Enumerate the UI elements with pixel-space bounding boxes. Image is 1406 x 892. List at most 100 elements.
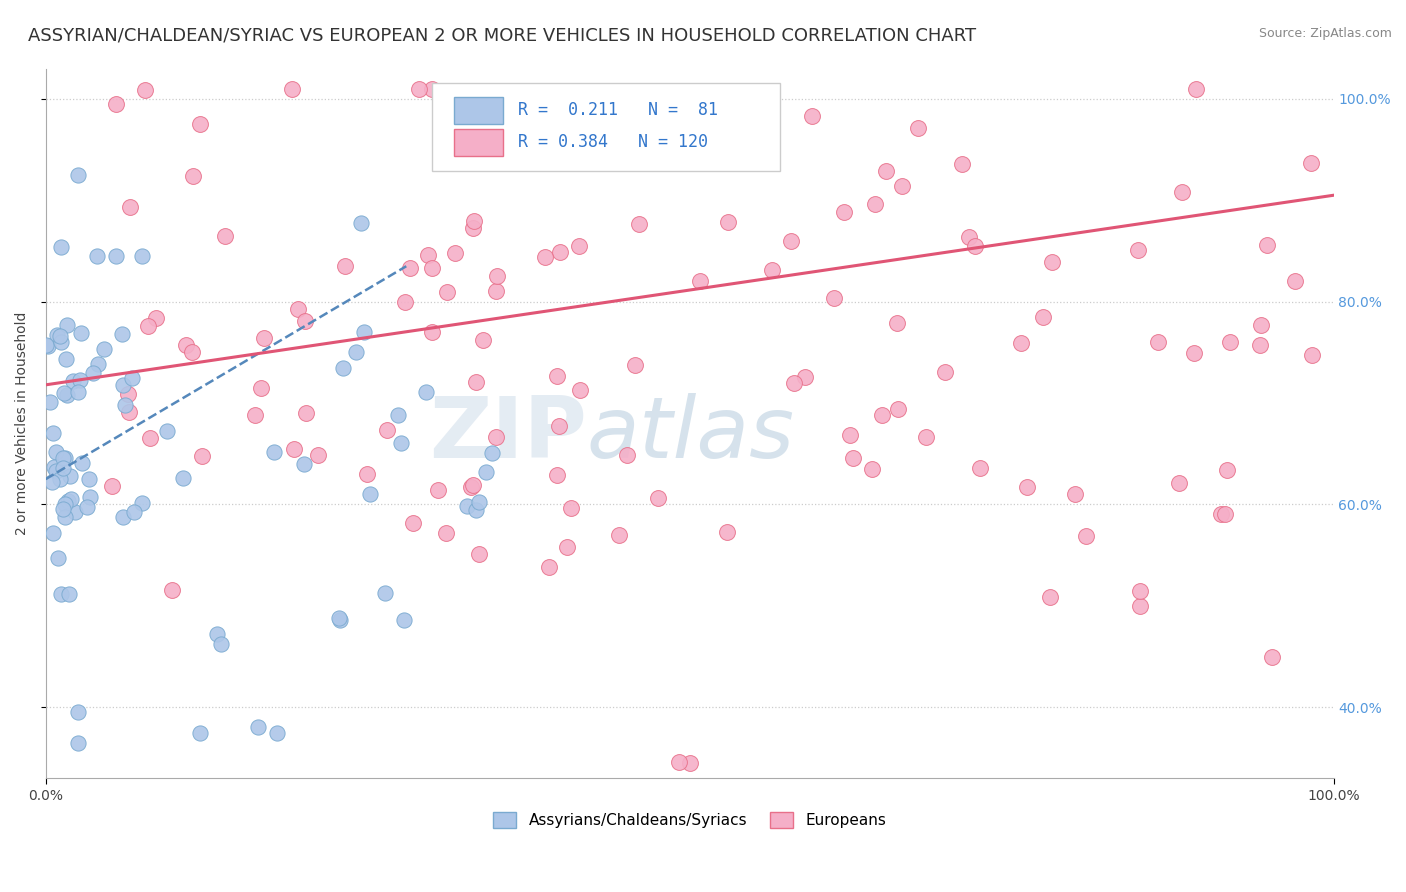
- Europeans: [188, 117, 211, 131]
- Europeans: [887, 401, 910, 416]
- Europeans: [243, 408, 266, 422]
- Europeans: [408, 82, 430, 96]
- Assyrians/Chaldeans/Syriacs: [475, 465, 498, 479]
- Europeans: [647, 491, 669, 505]
- Europeans: [471, 333, 494, 347]
- Text: atlas: atlas: [586, 392, 794, 475]
- Assyrians/Chaldeans/Syriacs: [105, 249, 128, 263]
- Assyrians/Chaldeans/Syriacs: [344, 344, 367, 359]
- Europeans: [627, 217, 650, 231]
- Assyrians/Chaldeans/Syriacs: [329, 613, 352, 627]
- Europeans: [555, 540, 578, 554]
- Europeans: [886, 316, 908, 330]
- Europeans: [461, 221, 484, 235]
- Europeans: [607, 527, 630, 541]
- Europeans: [280, 82, 302, 96]
- Europeans: [534, 250, 557, 264]
- Europeans: [1185, 82, 1208, 96]
- Assyrians/Chaldeans/Syriacs: [58, 469, 80, 483]
- Europeans: [1074, 528, 1097, 542]
- Assyrians/Chaldeans/Syriacs: [67, 384, 90, 399]
- Europeans: [287, 301, 309, 316]
- Assyrians/Chaldeans/Syriacs: [49, 334, 72, 349]
- Europeans: [538, 560, 561, 574]
- Europeans: [560, 500, 582, 515]
- Europeans: [865, 196, 887, 211]
- Europeans: [1249, 338, 1271, 352]
- Assyrians/Chaldeans/Syriacs: [37, 339, 59, 353]
- Assyrians/Chaldeans/Syriacs: [53, 498, 76, 512]
- Europeans: [335, 260, 357, 274]
- Europeans: [907, 120, 929, 135]
- Assyrians/Chaldeans/Syriacs: [121, 370, 143, 384]
- Assyrians/Chaldeans/Syriacs: [456, 499, 478, 513]
- Europeans: [568, 239, 591, 253]
- Europeans: [139, 431, 162, 445]
- Europeans: [1167, 475, 1189, 490]
- Text: Source: ZipAtlas.com: Source: ZipAtlas.com: [1258, 27, 1392, 40]
- Europeans: [468, 547, 491, 561]
- Europeans: [1170, 185, 1192, 199]
- Assyrians/Chaldeans/Syriacs: [42, 460, 65, 475]
- Europeans: [422, 325, 444, 339]
- Legend: Assyrians/Chaldeans/Syriacs, Europeans: Assyrians/Chaldeans/Syriacs, Europeans: [486, 806, 891, 834]
- Europeans: [485, 285, 508, 299]
- Assyrians/Chaldeans/Syriacs: [328, 611, 350, 625]
- Europeans: [1219, 335, 1241, 350]
- Assyrians/Chaldeans/Syriacs: [86, 249, 108, 263]
- Europeans: [546, 467, 568, 482]
- Europeans: [872, 408, 894, 422]
- Europeans: [1146, 334, 1168, 349]
- Europeans: [253, 331, 276, 345]
- Text: ZIP: ZIP: [429, 392, 586, 475]
- Europeans: [214, 228, 236, 243]
- Europeans: [174, 337, 197, 351]
- Europeans: [191, 449, 214, 463]
- Europeans: [969, 461, 991, 475]
- Assyrians/Chaldeans/Syriacs: [58, 586, 80, 600]
- Assyrians/Chaldeans/Syriacs: [39, 394, 62, 409]
- Assyrians/Chaldeans/Syriacs: [49, 586, 72, 600]
- Assyrians/Chaldeans/Syriacs: [481, 446, 503, 460]
- Assyrians/Chaldeans/Syriacs: [156, 425, 179, 439]
- FancyBboxPatch shape: [432, 83, 780, 171]
- Europeans: [1129, 599, 1152, 613]
- Assyrians/Chaldeans/Syriacs: [122, 505, 145, 519]
- Assyrians/Chaldeans/Syriacs: [468, 495, 491, 509]
- Assyrians/Chaldeans/Syriacs: [56, 388, 79, 402]
- Assyrians/Chaldeans/Syriacs: [45, 328, 67, 343]
- Europeans: [860, 461, 883, 475]
- Assyrians/Chaldeans/Syriacs: [42, 426, 65, 441]
- Assyrians/Chaldeans/Syriacs: [350, 216, 373, 230]
- Assyrians/Chaldeans/Syriacs: [374, 586, 396, 600]
- Europeans: [965, 239, 987, 253]
- Europeans: [1215, 463, 1237, 477]
- Assyrians/Chaldeans/Syriacs: [246, 720, 269, 734]
- Europeans: [1299, 155, 1322, 169]
- Europeans: [1042, 255, 1064, 269]
- Europeans: [1284, 275, 1306, 289]
- Assyrians/Chaldeans/Syriacs: [56, 493, 79, 508]
- Europeans: [1129, 583, 1152, 598]
- Europeans: [181, 345, 204, 359]
- Assyrians/Chaldeans/Syriacs: [415, 384, 437, 399]
- Assyrians/Chaldeans/Syriacs: [42, 526, 65, 541]
- Europeans: [678, 756, 700, 770]
- Assyrians/Chaldeans/Syriacs: [53, 450, 76, 465]
- Europeans: [957, 229, 980, 244]
- Europeans: [356, 467, 378, 482]
- Assyrians/Chaldeans/Syriacs: [332, 360, 354, 375]
- Europeans: [1017, 480, 1039, 494]
- Assyrians/Chaldeans/Syriacs: [52, 386, 75, 401]
- Europeans: [461, 478, 484, 492]
- Europeans: [689, 274, 711, 288]
- Europeans: [875, 164, 897, 178]
- Assyrians/Chaldeans/Syriacs: [62, 375, 84, 389]
- Assyrians/Chaldeans/Syriacs: [41, 475, 63, 489]
- Assyrians/Chaldeans/Syriacs: [76, 500, 98, 514]
- Assyrians/Chaldeans/Syriacs: [70, 326, 93, 341]
- Assyrians/Chaldeans/Syriacs: [55, 509, 77, 524]
- Assyrians/Chaldeans/Syriacs: [46, 551, 69, 566]
- Europeans: [838, 427, 860, 442]
- Europeans: [823, 291, 845, 305]
